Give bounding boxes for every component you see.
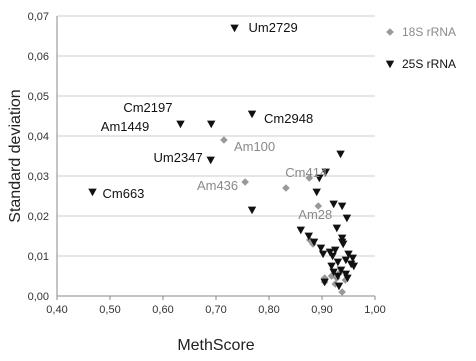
legend-marker — [386, 28, 394, 36]
data-point-25s-rrna — [88, 188, 97, 197]
point-annotation: Cm663 — [103, 186, 145, 201]
data-point-25s-rrna — [331, 246, 340, 255]
point-annotation: Am436 — [197, 178, 238, 193]
y-tick-label: 0,06 — [28, 51, 49, 63]
data-point-25s-rrna — [312, 188, 321, 197]
x-tick-label: 0,60 — [152, 304, 173, 316]
y-tick-label: 0,07 — [28, 11, 49, 23]
data-point-25s-rrna — [337, 234, 347, 243]
data-point-25s-rrna — [309, 238, 319, 247]
data-point-25s-rrna — [329, 200, 338, 209]
legend-label: 25S rRNA — [402, 57, 456, 71]
y-tick-label: 0,05 — [28, 91, 49, 103]
y-tick-label: 0,03 — [28, 171, 49, 183]
data-point-25s-rrna — [321, 168, 330, 177]
gridlines — [57, 15, 375, 297]
data-point-25s-rrna — [348, 254, 357, 263]
data-point-25s-rrna — [304, 232, 313, 241]
data-point-25s-rrna — [341, 270, 351, 279]
data-point-25s-rrna — [336, 150, 345, 159]
data-point-18s-rrna — [314, 202, 323, 210]
x-tick-label: 0,90 — [311, 304, 332, 316]
data-point-25s-rrna — [339, 240, 348, 249]
data-point-25s-rrna — [318, 250, 328, 259]
x-axis-title: MethScore — [177, 337, 254, 354]
data-point-25s-rrna — [176, 120, 185, 129]
data-point-25s-rrna — [328, 252, 337, 261]
point-annotation: Um2729 — [249, 20, 298, 35]
data-point-25s-rrna — [332, 224, 342, 233]
point-annotation: Cm414 — [285, 165, 327, 180]
x-tick-label: 1,00 — [364, 304, 385, 316]
data-point-25s-rrna — [341, 256, 351, 265]
y-tick-label: 0,01 — [28, 251, 49, 263]
y-tick-label: 0,04 — [28, 131, 49, 143]
point-annotation: Am28 — [298, 207, 332, 222]
data-point-18s-rrna — [282, 184, 290, 192]
legend-marker — [385, 60, 395, 69]
data-point-25s-rrna — [316, 244, 326, 253]
x-tick-label: 0,40 — [46, 304, 67, 316]
legend: 18S rRNA 25S rRNA — [385, 25, 456, 71]
data-point-25s-rrna — [333, 272, 343, 281]
data-point-25s-rrna — [334, 282, 344, 291]
data-point-25s-rrna — [342, 214, 352, 223]
data-points — [88, 24, 358, 296]
data-point-25s-rrna — [206, 156, 215, 165]
data-point-25s-rrna — [337, 202, 347, 211]
data-point-18s-rrna — [220, 136, 228, 144]
data-point-18s-rrna — [241, 178, 249, 186]
y-tick-labels: 0,00 0,01 0,02 0,03 0,04 0,05 0,06 0,07 — [28, 11, 49, 303]
data-point-25s-rrna — [343, 274, 352, 283]
data-point-25s-rrna — [349, 262, 358, 271]
axes — [56, 16, 376, 300]
y-tick-label: 0,00 — [28, 291, 49, 303]
data-point-25s-rrna — [333, 258, 343, 267]
data-point-25s-rrna — [327, 262, 336, 271]
point-annotations: Um2729 Cm2197 Cm2948 Am1449 Am100 Um2347 Cm414… — [101, 20, 332, 222]
data-point-25s-rrna — [296, 226, 305, 235]
data-point-25s-rrna — [320, 278, 329, 287]
x-tick-label: 0,80 — [258, 304, 279, 316]
y-axis-title: Standard deviation — [7, 89, 24, 222]
data-point-18s-rrna — [305, 174, 314, 182]
data-point-25s-rrna — [325, 248, 335, 257]
legend-label: 18S rRNA — [402, 25, 456, 39]
data-point-25s-rrna — [247, 110, 257, 119]
data-point-25s-rrna — [230, 24, 239, 33]
data-point-25s-rrna — [344, 250, 353, 259]
data-point-25s-rrna — [247, 206, 257, 215]
x-tick-label: 0,50 — [99, 304, 120, 316]
data-point-25s-rrna — [315, 174, 324, 183]
x-tick-labels: 0,40 0,50 0,60 0,70 0,80 0,90 1,00 — [46, 304, 385, 316]
point-annotation: Cm2948 — [264, 111, 313, 126]
data-point-18s-rrna — [338, 288, 346, 296]
data-point-25s-rrna — [207, 120, 216, 129]
data-point-25s-rrna — [336, 266, 346, 275]
x-tick-label: 0,70 — [205, 304, 226, 316]
point-annotation: Am100 — [234, 139, 275, 154]
data-point-25s-rrna — [329, 268, 338, 277]
point-annotation: Cm2197 — [123, 100, 172, 115]
y-tick-label: 0,02 — [28, 211, 49, 223]
point-annotation: Um2347 — [154, 150, 203, 165]
point-annotation: Am1449 — [101, 119, 149, 134]
